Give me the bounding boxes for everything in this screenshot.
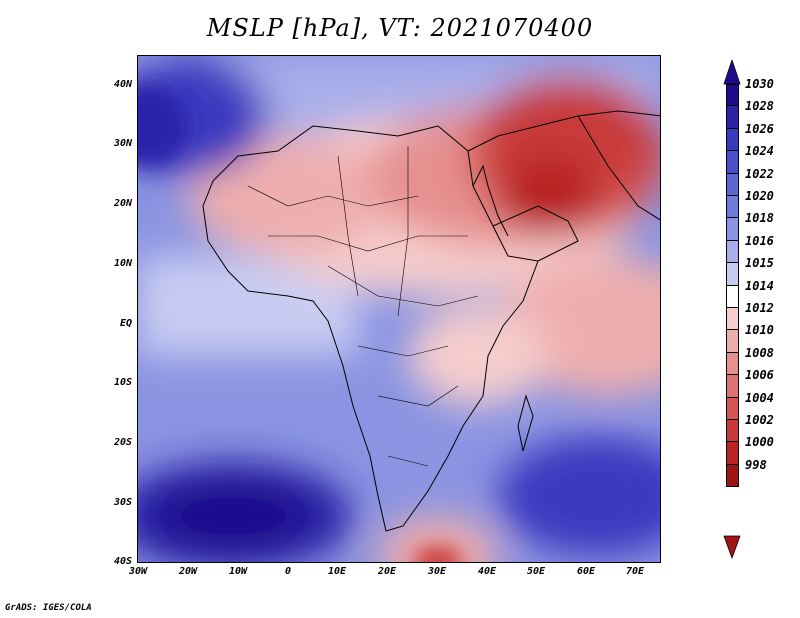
colorbar-cell — [726, 285, 739, 308]
lon-tick-label: 20E — [377, 566, 397, 577]
lat-tick-label: 10S — [113, 377, 132, 388]
colorbar-cell — [726, 106, 739, 129]
colorbar-label: 1020 — [745, 189, 774, 203]
lon-tick-label: 10W — [228, 566, 248, 577]
colorbar-cell — [726, 308, 739, 331]
lat-tick-label: 10N — [113, 258, 132, 269]
colorbar-label: 1015 — [745, 256, 774, 271]
lon-tick-label: 40E — [477, 566, 497, 577]
colorbar-label: 1002 — [745, 413, 774, 427]
colorbar-label: 1016 — [745, 233, 774, 248]
colorbar-cell — [726, 218, 739, 241]
colorbar-label: 1006 — [745, 368, 774, 383]
colorbar-label: 1022 — [745, 166, 774, 181]
colorbar-label: 1008 — [745, 345, 774, 360]
colorbar-cell — [726, 330, 739, 353]
colorbar-label: 1010 — [745, 323, 774, 338]
colorbar-label: 1004 — [745, 390, 774, 405]
lat-tick-label: EQ — [119, 318, 132, 329]
colorbar-cell — [726, 128, 739, 152]
lon-tick-label: 70E — [625, 566, 645, 577]
lat-tick-label: 30S — [113, 497, 132, 508]
credit-text: GrADS: IGES/COLA — [5, 603, 92, 613]
colorbar-label: 1014 — [745, 278, 774, 293]
lon-tick-label: 20W — [178, 566, 198, 577]
lon-tick-label: 0 — [284, 566, 292, 577]
lat-tick-label: 20N — [113, 198, 132, 209]
lat-tick-label: 20S — [113, 437, 132, 448]
pressure-map — [137, 55, 661, 563]
colorbar-cell — [726, 263, 739, 286]
colorbar-label: 1024 — [745, 144, 774, 159]
pressure-field — [138, 56, 660, 562]
colorbar-top-arrow — [723, 60, 741, 85]
colorbar-label: 1026 — [745, 121, 774, 136]
map-title: MSLP [hPa], VT: 2021070400 — [206, 14, 594, 42]
lon-tick-label: 30W — [128, 566, 148, 577]
lon-tick-label: 10E — [327, 566, 347, 577]
colorbar-cell — [726, 397, 739, 420]
lat-tick-label: 40S — [113, 556, 132, 567]
lat-tick-label: 30N — [113, 138, 132, 149]
colorbar-label: 1018 — [745, 211, 774, 226]
colorbar — [723, 60, 741, 560]
colorbar-label: 998 — [745, 457, 767, 472]
colorbar-bottom-arrow — [723, 535, 741, 560]
lon-tick-label: 30E — [427, 566, 447, 577]
colorbar-cell — [726, 84, 739, 107]
colorbar-cell — [726, 240, 739, 264]
colorbar-cell — [726, 420, 739, 443]
colorbar-label: 1012 — [745, 301, 774, 315]
colorbar-cell — [726, 352, 739, 376]
colorbar-label: 1000 — [745, 435, 774, 450]
colorbar-cell — [726, 375, 739, 398]
colorbar-cell — [726, 151, 739, 174]
lat-tick-label: 40N — [113, 79, 132, 90]
colorbar-cell — [726, 442, 739, 465]
colorbar-cell — [726, 196, 739, 219]
colorbar-label: 1028 — [745, 99, 774, 114]
colorbar-label: 1030 — [745, 77, 774, 91]
colorbar-cell — [726, 464, 739, 488]
lon-tick-label: 60E — [576, 566, 596, 577]
lon-tick-label: 50E — [526, 566, 546, 577]
colorbar-cell — [726, 173, 739, 196]
